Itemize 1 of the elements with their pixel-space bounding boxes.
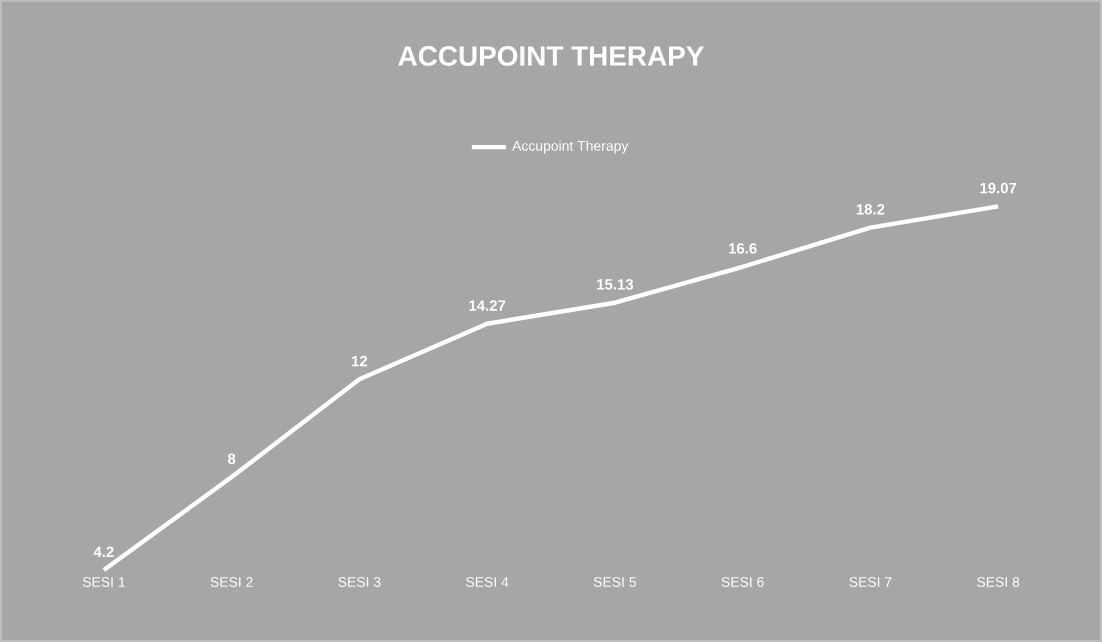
chart-title: ACCUPOINT THERAPY	[398, 46, 704, 66]
